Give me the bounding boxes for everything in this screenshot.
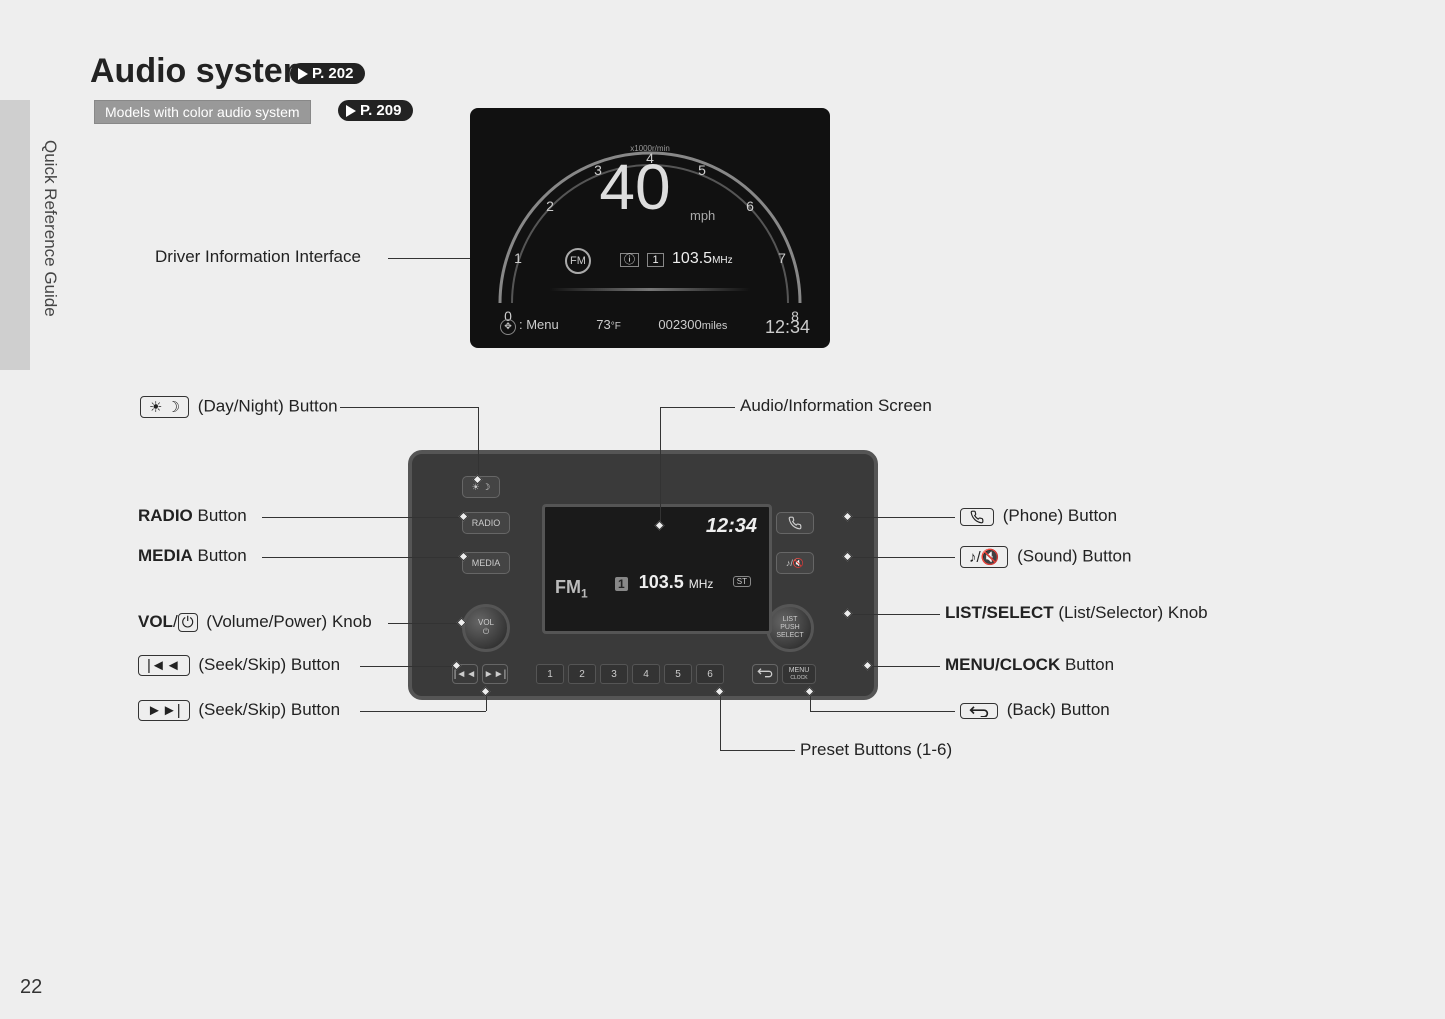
driver-info-cluster: 0 1 2 3 4 5 6 7 8 x1000r/min 40 mph FM ⓘ…	[470, 108, 830, 348]
list-select-knob[interactable]: LIST PUSH SELECT	[766, 604, 814, 652]
back-icon	[960, 703, 998, 719]
preset-button-6[interactable]: 6	[696, 664, 724, 684]
callout-radio: RADIO Button	[138, 506, 247, 526]
page-ref-pill-1: P. 202	[290, 63, 365, 84]
arrow-icon	[346, 105, 356, 117]
callout-vol: VOL/⏻ (Volume/Power) Knob	[138, 612, 372, 632]
leader-line	[486, 694, 487, 711]
media-button[interactable]: MEDIA	[462, 552, 510, 574]
callout-phone: (Phone) Button	[960, 506, 1117, 526]
leader-line	[720, 750, 795, 751]
cluster-callout-label: Driver Information Interface	[155, 247, 361, 267]
callout-seek-next: ►►| (Seek/Skip) Button	[138, 700, 340, 721]
power-icon: ⏻	[178, 613, 198, 632]
phone-icon	[960, 508, 994, 526]
leader-line	[360, 711, 486, 712]
preset-button-3[interactable]: 3	[600, 664, 628, 684]
screen-frequency: 1 103.5 MHz	[615, 572, 713, 593]
leader-line	[870, 666, 940, 667]
page-number: 22	[20, 976, 42, 999]
callout-sound: ♪/🔇 (Sound) Button	[960, 546, 1131, 568]
callout-back: (Back) Button	[960, 700, 1110, 720]
seek-next-button[interactable]: ►►|	[482, 664, 508, 684]
side-section-label: Quick Reference Guide	[40, 140, 60, 317]
leader-line	[262, 517, 462, 518]
back-button[interactable]	[752, 664, 778, 684]
leader-line	[810, 694, 811, 711]
phone-icon	[788, 516, 802, 530]
callout-media: MEDIA Button	[138, 546, 247, 566]
preset-button-5[interactable]: 5	[664, 664, 692, 684]
leader-line	[720, 694, 721, 751]
leader-line	[850, 517, 955, 518]
volume-power-knob[interactable]: VOL ⏻	[462, 604, 510, 652]
leader-line	[850, 614, 940, 615]
audio-head-unit: ☀ ☽ RADIO MEDIA ♪/🔇 VOL ⏻ LIST PUSH SELE…	[408, 450, 878, 700]
radio-button[interactable]: RADIO	[462, 512, 510, 534]
cluster-divider	[550, 288, 750, 291]
callout-seek-prev: |◄◄ (Seek/Skip) Button	[138, 655, 340, 676]
callout-audio-screen: Audio/Information Screen	[740, 396, 932, 416]
arrow-icon	[298, 68, 308, 80]
leader-line	[660, 407, 661, 523]
preset-button-1[interactable]: 1	[536, 664, 564, 684]
leader-line	[810, 711, 955, 712]
svg-text:7: 7	[778, 250, 786, 266]
sound-button[interactable]: ♪/🔇	[776, 552, 814, 574]
subtitle-banner: Models with color audio system	[94, 100, 311, 124]
leader-line	[388, 623, 460, 624]
leader-line	[660, 407, 735, 408]
cluster-frequency: ⓘ 1 103.5MHz	[620, 250, 733, 268]
sound-icon: ♪/🔇	[960, 546, 1008, 568]
side-thumb-tab	[0, 100, 30, 370]
menu-clock-button[interactable]: MENUCLOCK	[782, 664, 816, 684]
screen-clock: 12:34	[706, 515, 757, 538]
page-ref-pill-2: P. 209	[338, 100, 413, 121]
svg-text:1: 1	[514, 250, 522, 266]
power-icon: ⏻	[483, 628, 489, 637]
cluster-status-row: ✥: Menu 73°F 002300miles 12:34	[500, 317, 810, 338]
leader-line	[340, 407, 478, 408]
callout-daynight: ☀ ☽ (Day/Night) Button	[140, 396, 338, 418]
head-unit-bottom-row: |◄◄ ►►| 1 2 3 4 5 6 MENUCLOCK	[452, 664, 834, 684]
fm-badge-icon: FM	[565, 248, 591, 274]
preset-button-2[interactable]: 2	[568, 664, 596, 684]
page-ref-1: P. 202	[312, 65, 353, 82]
screen-band: FM1	[555, 577, 588, 601]
phone-button[interactable]	[776, 512, 814, 534]
leader-line	[360, 666, 455, 667]
seek-prev-icon: |◄◄	[138, 655, 190, 676]
speed-value: 40	[470, 150, 800, 224]
back-icon	[757, 668, 773, 680]
speed-unit: mph	[690, 208, 715, 223]
leader-line	[262, 557, 462, 558]
page-title: Audio system	[90, 52, 313, 91]
preset-button-4[interactable]: 4	[632, 664, 660, 684]
seek-next-icon: ►►|	[138, 700, 190, 721]
leader-line	[478, 407, 479, 477]
callout-list-select: LIST/SELECT (List/Selector) Knob	[945, 603, 1208, 623]
callout-presets: Preset Buttons (1-6)	[800, 740, 952, 760]
leader-line	[850, 557, 955, 558]
page-ref-2: P. 209	[360, 102, 401, 119]
callout-menu-clock: MENU/CLOCK Button	[945, 655, 1114, 675]
daynight-icon: ☀ ☽	[140, 396, 189, 418]
stereo-indicator: ST	[733, 576, 751, 587]
